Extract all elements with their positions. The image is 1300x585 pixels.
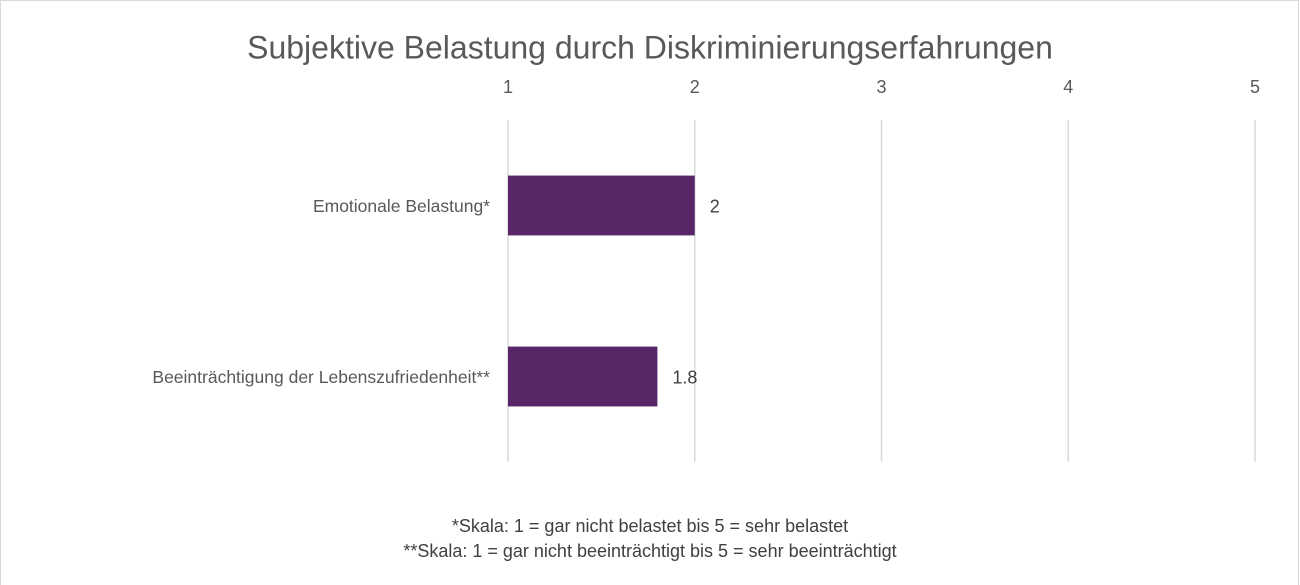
value-label: 1.8 [672,367,697,387]
value-label: 2 [710,196,720,216]
x-tick-label: 5 [1250,77,1260,97]
y-tick-label: Emotionale Belastung* [313,196,490,216]
x-tick-label: 2 [690,77,700,97]
x-tick-label: 3 [876,77,886,97]
footnote: *Skala: 1 = gar nicht belastet bis 5 = s… [452,516,848,536]
bar [508,346,658,407]
chart-title: Subjektive Belastung durch Diskriminieru… [247,29,1053,65]
y-tick-label: Beeinträchtigung der Lebenszufriedenheit… [152,367,490,387]
x-tick-label: 4 [1063,77,1073,97]
footnote: **Skala: 1 = gar nicht beeinträchtigt bi… [403,541,896,561]
bar [508,175,695,236]
x-tick-label: 1 [503,77,513,97]
